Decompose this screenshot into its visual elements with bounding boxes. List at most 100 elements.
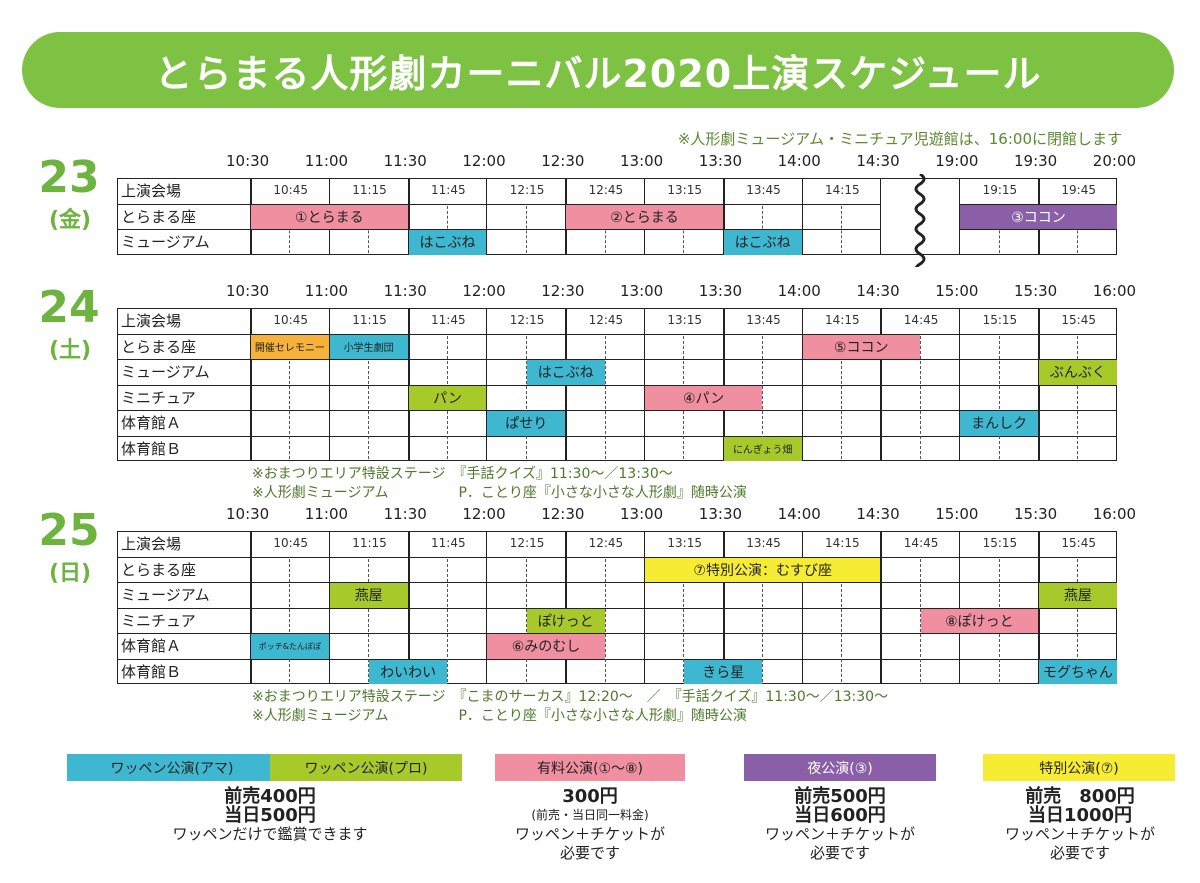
grid-line <box>117 359 1117 360</box>
quarter-label: 14:15 <box>825 313 860 327</box>
performance-block: ⑧ぽけっと <box>920 608 1038 633</box>
performance-block: 燕屋 <box>1039 583 1117 608</box>
price-line: ワッペン＋チケットが <box>1004 825 1155 843</box>
quarter-label: 14:15 <box>825 536 860 550</box>
price-line: 当日600円 <box>794 805 886 826</box>
quarter-line <box>841 205 842 253</box>
hour-label: 13:30 <box>698 152 743 170</box>
grid-line <box>565 531 568 684</box>
grid-line <box>117 203 1117 205</box>
price-block: 300円 (前売・当日同一料金) ワッペン＋チケットが 必要です <box>440 787 740 863</box>
row-label: 体育館Ｂ <box>121 439 182 458</box>
grid-line <box>1038 308 1040 461</box>
quarter-line <box>447 558 448 682</box>
grid-line <box>644 531 645 684</box>
quarter-line <box>683 205 685 253</box>
quarter-label: 11:15 <box>352 313 387 327</box>
performance-block: 燕屋 <box>329 583 408 608</box>
hour-label: 14:00 <box>777 282 821 300</box>
quarter-line <box>919 558 921 682</box>
grid-line <box>959 531 961 684</box>
performance-block: わいわい <box>369 659 447 684</box>
quarter-label: 13:45 <box>746 313 781 327</box>
price-block: 前売 800円 当日1000円 ワッペン＋チケットが 必要です <box>930 787 1200 863</box>
grid-line <box>486 531 488 684</box>
quarter-label: 11:45 <box>431 313 466 327</box>
quarter-label: 15:15 <box>982 536 1018 550</box>
quarter-line <box>289 205 291 253</box>
performance-block: ⑤ココン <box>802 334 920 359</box>
row-label: 体育館Ｂ <box>121 662 182 681</box>
row-label: ミニチュア <box>121 388 196 407</box>
quarter-line <box>841 558 842 682</box>
performance-block: ポッチ&たんぽぽ <box>251 634 329 659</box>
hour-label: 14:30 <box>856 282 900 300</box>
quarter-label: 15:45 <box>1061 536 1096 550</box>
performance-block: はこぶね <box>408 230 487 255</box>
grid-line <box>801 178 803 255</box>
quarter-line <box>604 558 606 682</box>
performance-block: ②とらまる <box>566 204 723 229</box>
price-line: 必要です <box>809 844 870 862</box>
price-line: 当日500円 <box>224 805 316 826</box>
hour-label: 12:00 <box>462 282 506 300</box>
row-label: 体育館Ａ <box>121 637 182 656</box>
row-label: とらまる座 <box>121 560 197 579</box>
price-block: 前売400円 当日500円 ワッペンだけで鑑賞できます <box>120 787 420 844</box>
hour-label: 14:30 <box>856 505 900 523</box>
price-line: 必要です <box>559 844 620 862</box>
schedule-note: ※人形劇ミュージアム P．ことり座『小さな小さな人形劇』随時公演 <box>252 485 747 501</box>
grid-line <box>486 308 488 461</box>
quarter-label: 12:15 <box>509 536 545 550</box>
quarter-label: 11:15 <box>352 536 387 550</box>
performance-block: ぱせり <box>487 411 566 436</box>
row-label: とらまる座 <box>121 207 197 226</box>
hour-label: 11:30 <box>383 152 427 170</box>
quarter-label: 13:45 <box>746 183 781 197</box>
row-label: 上演会場 <box>121 312 182 331</box>
price-line: 前売 800円 <box>1025 786 1135 807</box>
quarter-line <box>289 335 291 459</box>
hour-label: 13:00 <box>620 282 664 300</box>
hour-label: 13:00 <box>620 505 664 523</box>
quarter-label: 14:45 <box>903 313 939 327</box>
hour-label: 11:00 <box>304 152 349 170</box>
grid-line <box>407 178 410 255</box>
performance-block: にんぎょう畑 <box>723 436 802 461</box>
hour-label: 11:00 <box>304 282 349 300</box>
quarter-label: 13:15 <box>667 183 702 197</box>
hour-label: 12:00 <box>462 152 506 170</box>
day-weekday: (日) <box>48 561 92 586</box>
price-line: 前売400円 <box>224 786 316 807</box>
grid-line <box>407 531 410 684</box>
day-weekday: (金) <box>48 208 92 233</box>
grid-line <box>880 308 883 461</box>
row-label: ミニチュア <box>121 611 196 630</box>
grid-line <box>644 308 645 461</box>
grid-line <box>250 178 252 255</box>
grid-line <box>117 384 1117 386</box>
grid-line <box>117 633 1117 634</box>
quarter-label: 13:15 <box>667 536 702 550</box>
price-line: ワッペンだけで鑑賞できます <box>172 825 368 843</box>
grid-line <box>328 531 330 684</box>
schedule-note: ※おまつりエリア特設ステージ 『こまのサーカス』12:20～ ／ 『手話クイズ』… <box>252 689 889 705</box>
quarter-line <box>1077 205 1079 253</box>
quarter-label: 12:15 <box>509 183 545 197</box>
grid-line <box>117 333 1117 335</box>
hour-label: 14:00 <box>777 152 821 170</box>
quarter-label: 13:45 <box>746 536 781 550</box>
break-wave <box>914 174 926 267</box>
grid-line <box>959 178 961 255</box>
performance-block: パン <box>408 385 487 410</box>
price-line: 前売500円 <box>794 786 886 807</box>
quarter-line <box>525 335 527 459</box>
row-label: 上演会場 <box>121 535 182 554</box>
quarter-line <box>998 335 1000 459</box>
performance-block: ①とらまる <box>251 204 408 229</box>
grid-line <box>1038 531 1040 684</box>
grid-line <box>407 308 410 461</box>
quarter-line <box>525 558 527 682</box>
legend-item: 特別公演(⑦) <box>983 754 1175 781</box>
price-line: 必要です <box>1049 844 1110 862</box>
